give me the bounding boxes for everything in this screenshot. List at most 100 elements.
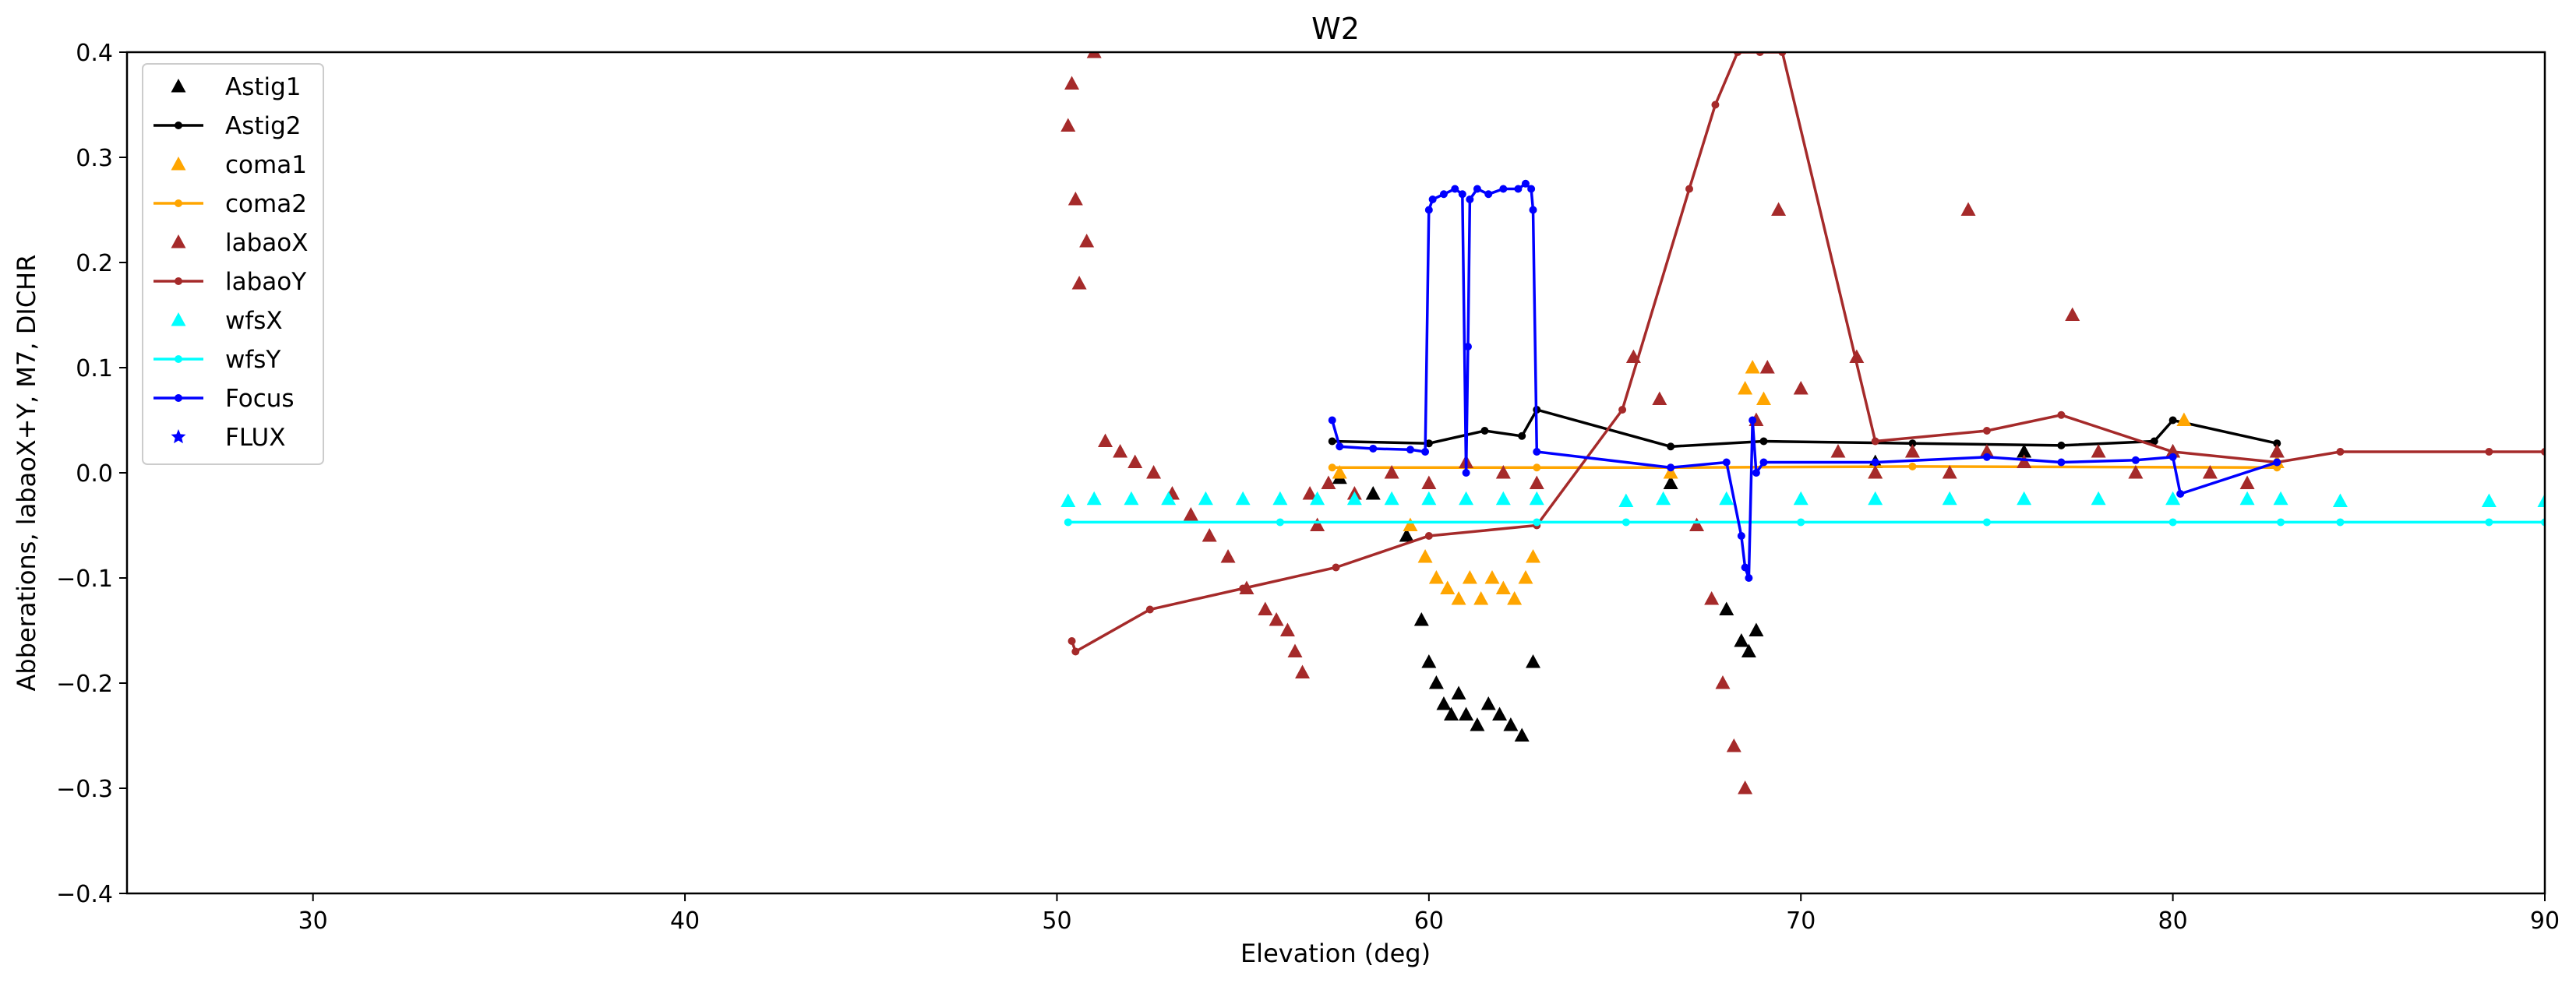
legend-item-wfsx: wfsX (171, 307, 283, 335)
data-point (1451, 591, 1466, 605)
data-point (1979, 444, 1995, 458)
data-point (1741, 643, 1756, 657)
series-focus (1328, 179, 2281, 582)
data-point (1473, 591, 1489, 605)
data-point (1759, 437, 1768, 446)
data-point (1715, 675, 1731, 689)
data-point (1113, 444, 1128, 458)
data-point (1428, 196, 1437, 203)
data-point (1514, 185, 1523, 193)
data-point (2017, 491, 2032, 506)
legend-item-coma1: coma1 (171, 151, 307, 179)
data-point (1759, 458, 1768, 467)
legend-item-wfsy: wfsY (154, 346, 281, 374)
data-point (1526, 654, 1541, 668)
data-point (1302, 486, 1318, 500)
y-tick-label: 0.3 (76, 145, 113, 172)
data-point (1451, 685, 1466, 699)
data-point (1321, 475, 1336, 489)
legend-box (142, 63, 324, 465)
y-tick-label: −0.4 (56, 881, 113, 908)
data-point (1719, 601, 1734, 615)
data-point (1071, 647, 1080, 656)
data-point (1328, 437, 1336, 446)
data-point (1470, 717, 1485, 731)
data-point (2481, 493, 2497, 507)
data-point (1685, 185, 1694, 193)
legend-label: coma1 (225, 151, 307, 179)
data-point (1533, 463, 1541, 472)
data-point (1868, 491, 1883, 506)
data-point (1656, 491, 1671, 506)
data-point (2057, 441, 2066, 449)
data-point (2336, 448, 2345, 456)
data-point (1704, 591, 1720, 605)
data-point (1067, 637, 1076, 645)
data-point (1332, 465, 1347, 479)
data-point (1868, 465, 1883, 479)
data-point (2269, 444, 2285, 458)
legend: Astig1 Astig2 coma1 coma2 labaoX labaoY wfsX wf… (142, 63, 324, 465)
data-point (1145, 605, 1154, 614)
data-point (1507, 591, 1523, 605)
data-point (1183, 507, 1198, 521)
legend-item-astig2: Astig2 (154, 112, 302, 140)
data-point (1908, 462, 1917, 470)
data-point (1458, 190, 1466, 199)
data-point (1346, 491, 1362, 506)
data-point (1526, 549, 1541, 563)
data-point (1484, 570, 1500, 584)
data-point (1428, 675, 1444, 689)
data-point (1618, 493, 1634, 507)
data-point (1719, 491, 1734, 506)
x-tick-label: 80 (2158, 907, 2188, 935)
legend-item-labaoy: labaoY (154, 268, 306, 296)
data-point (1146, 465, 1162, 479)
y-tick-label: −0.1 (56, 565, 113, 593)
data-point (1749, 622, 1764, 636)
chart-title: W2 (1311, 12, 1360, 46)
x-tick-label: 60 (1414, 907, 1444, 935)
data-point (1071, 276, 1087, 290)
data-point (1942, 465, 1957, 479)
y-tick-label: 0.4 (76, 40, 113, 67)
data-point (2091, 444, 2106, 458)
legend-label: Astig2 (225, 112, 302, 140)
data-point (1495, 491, 1511, 506)
legend-item-flux: FLUX (171, 424, 286, 452)
data-point (1689, 517, 1705, 531)
data-point (2165, 491, 2181, 506)
data-point (1124, 491, 1139, 506)
legend-label: coma2 (225, 190, 307, 218)
data-point (1384, 491, 1399, 506)
legend-marker-icon (175, 199, 182, 207)
data-point (1369, 444, 1378, 453)
data-point (1871, 437, 1879, 446)
data-point (1726, 738, 1741, 752)
data-point (1421, 491, 1437, 506)
data-point (1463, 343, 1472, 351)
data-point (1310, 517, 1325, 531)
data-point (1443, 706, 1459, 721)
data-point (1086, 52, 1102, 58)
y-tick-label: 0.1 (76, 355, 113, 382)
data-point (1064, 76, 1080, 90)
legend-label: Astig1 (225, 73, 302, 101)
data-point (1495, 465, 1511, 479)
data-point (1752, 469, 1760, 477)
data-point (2537, 493, 2545, 507)
data-point (1529, 491, 1544, 506)
data-point (1220, 549, 1236, 563)
data-point (2131, 456, 2140, 464)
data-point (1982, 518, 1991, 527)
data-point (1527, 185, 1536, 193)
data-point (2202, 465, 2218, 479)
data-point (1421, 475, 1437, 489)
data-point (2485, 448, 2493, 456)
data-point (1328, 463, 1336, 472)
data-point (1722, 458, 1731, 467)
series-wfsx (1060, 491, 2545, 507)
data-point (1756, 391, 1771, 405)
data-point (1459, 491, 1474, 506)
data-point (2239, 475, 2255, 489)
